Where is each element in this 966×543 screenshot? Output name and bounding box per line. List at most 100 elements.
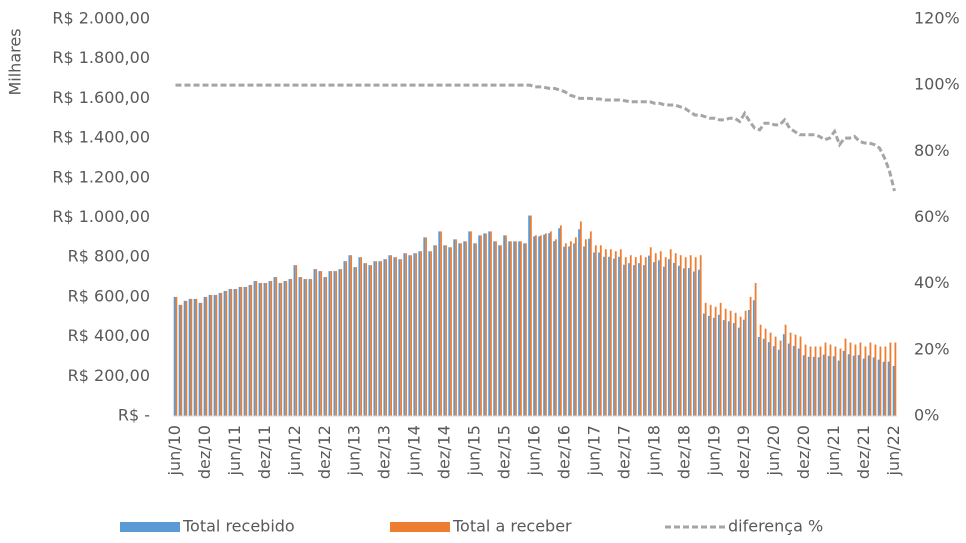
x-tick-label: dez/15 bbox=[495, 425, 514, 479]
bar bbox=[814, 346, 817, 416]
x-tick-label: dez/14 bbox=[435, 425, 454, 479]
bar bbox=[330, 271, 333, 416]
bar bbox=[500, 245, 502, 416]
bar bbox=[604, 249, 607, 416]
bar bbox=[782, 334, 785, 416]
bar bbox=[418, 251, 421, 416]
bar bbox=[368, 265, 371, 416]
bar bbox=[882, 361, 885, 416]
x-tick-label: dez/10 bbox=[195, 425, 214, 479]
bar bbox=[388, 255, 391, 416]
bar bbox=[579, 221, 582, 416]
bar bbox=[498, 245, 501, 416]
bar bbox=[548, 233, 550, 416]
bar bbox=[794, 334, 797, 416]
bar bbox=[614, 251, 617, 416]
bar bbox=[894, 342, 897, 416]
y-axis-label: Milhares bbox=[6, 28, 25, 95]
bar bbox=[629, 255, 632, 416]
bar bbox=[340, 269, 343, 416]
bar bbox=[844, 338, 847, 416]
bar bbox=[639, 255, 642, 416]
bar bbox=[410, 255, 412, 416]
bar bbox=[180, 304, 183, 416]
x-tick-label: jun/11 bbox=[225, 425, 244, 476]
bar bbox=[594, 245, 597, 416]
bar bbox=[420, 251, 422, 416]
bar bbox=[463, 241, 466, 416]
y-tick-label: R$ 1.800,00 bbox=[52, 48, 150, 67]
bar bbox=[774, 336, 777, 416]
bar bbox=[712, 317, 715, 416]
bar bbox=[273, 277, 276, 416]
bar bbox=[438, 231, 441, 416]
bar bbox=[549, 231, 552, 416]
bar bbox=[684, 257, 687, 416]
bar bbox=[729, 310, 732, 416]
bar bbox=[583, 246, 585, 416]
bar bbox=[530, 215, 532, 416]
bar bbox=[513, 241, 516, 416]
bar bbox=[470, 231, 472, 416]
bar bbox=[694, 257, 697, 416]
bar bbox=[628, 263, 630, 416]
y-tick-label: R$ 400,00 bbox=[68, 326, 150, 345]
line bbox=[175, 83, 896, 192]
bar bbox=[525, 243, 527, 416]
x-tick-label: jun/18 bbox=[644, 425, 663, 476]
bar bbox=[719, 302, 722, 416]
bar bbox=[767, 342, 770, 416]
bar bbox=[175, 296, 178, 416]
bar bbox=[689, 255, 692, 416]
bar bbox=[290, 279, 293, 416]
bar bbox=[623, 264, 625, 416]
bar bbox=[503, 235, 506, 416]
y-tick-label: R$ 1.200,00 bbox=[52, 167, 150, 186]
bar bbox=[533, 236, 535, 416]
bar bbox=[568, 246, 570, 416]
bar bbox=[879, 346, 882, 416]
x-tick-label: jun/10 bbox=[165, 425, 184, 476]
bar bbox=[238, 286, 241, 416]
bar bbox=[544, 233, 547, 416]
bar bbox=[235, 288, 238, 416]
bar bbox=[742, 319, 745, 416]
x-tick-label: jun/14 bbox=[405, 425, 424, 476]
bar bbox=[510, 241, 512, 416]
bar bbox=[618, 256, 620, 416]
bar bbox=[490, 231, 492, 416]
bar bbox=[228, 288, 231, 416]
bar bbox=[634, 257, 637, 416]
bar bbox=[834, 346, 837, 416]
bar bbox=[829, 344, 832, 416]
bar bbox=[603, 256, 605, 416]
bar bbox=[722, 320, 725, 416]
bar bbox=[430, 251, 432, 416]
legend-swatch bbox=[120, 522, 180, 532]
bar bbox=[248, 284, 251, 416]
y-tick-label: R$ 1.000,00 bbox=[52, 207, 150, 226]
bar bbox=[563, 246, 565, 416]
bar bbox=[320, 271, 323, 416]
legend-label: Total a receber bbox=[452, 517, 572, 536]
bar bbox=[300, 277, 303, 416]
bar bbox=[480, 235, 482, 416]
bar bbox=[440, 231, 442, 416]
x-tick-label: dez/11 bbox=[255, 425, 274, 479]
bar bbox=[659, 251, 662, 416]
bar bbox=[857, 355, 860, 416]
bar bbox=[453, 239, 456, 416]
y2-tick-label: 80% bbox=[914, 141, 950, 160]
bar bbox=[772, 346, 775, 416]
bar bbox=[488, 231, 491, 416]
bar bbox=[707, 315, 710, 416]
bar bbox=[598, 252, 600, 416]
bar bbox=[288, 279, 291, 416]
bar bbox=[365, 263, 368, 416]
bar bbox=[528, 215, 531, 416]
bar bbox=[754, 283, 757, 416]
bar bbox=[643, 265, 645, 416]
bar bbox=[892, 365, 895, 416]
bar bbox=[200, 302, 203, 416]
bar bbox=[809, 346, 812, 416]
